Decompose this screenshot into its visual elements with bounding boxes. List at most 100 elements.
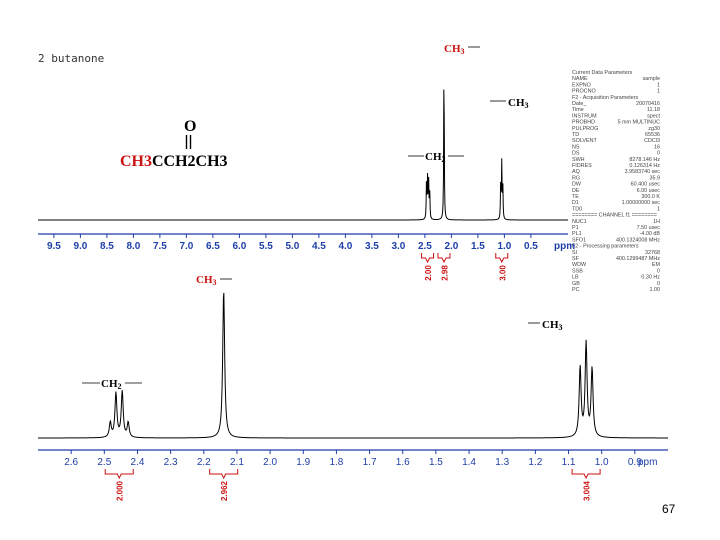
x-axis-unit: ppm (638, 457, 657, 468)
param-line: SI (572, 250, 577, 256)
peak-label: CH3 (508, 97, 529, 110)
param-line: PROCNO (572, 89, 596, 95)
x-tick-label: 1.2 (528, 457, 542, 468)
integral-bracket (104, 469, 134, 480)
param-line: LB (572, 275, 579, 281)
param-line: SFO1 (572, 237, 586, 243)
spectrum-full-peak-labels: CH3 CH3 CH2 (408, 43, 529, 164)
param-header: Current Data Parameters (572, 70, 633, 76)
param-line-value: 60.400 usec (631, 182, 661, 188)
param-line-value: sample (643, 76, 660, 82)
x-tick-label: 2.0 (263, 457, 277, 468)
param-line: PC (572, 287, 580, 293)
param-line-value: 16 (654, 144, 660, 150)
integral-value: 3.004 (583, 480, 592, 501)
param-line-value: 1 (657, 206, 660, 212)
param-line: EXPNO (572, 82, 591, 88)
x-tick-label: 5.0 (285, 241, 299, 252)
spectrum-full-integrals: 2.00 2.98 3.00 (421, 253, 509, 281)
molecule-formula: CH3CCH2CH3 (120, 153, 228, 170)
spectrum-full-trace (38, 89, 568, 221)
x-tick-label: 4.0 (338, 241, 352, 252)
param-line: P1 (572, 225, 579, 231)
integral-value: 3.00 (498, 265, 507, 281)
param-line-value: 65536 (645, 132, 660, 138)
x-tick-label: 9.0 (73, 241, 87, 252)
param-line-value: 1.00 (650, 287, 661, 293)
param-line: PULPROG (572, 126, 598, 132)
peak-label: CH3 (542, 319, 563, 332)
param-line-value: 32768 (645, 250, 660, 256)
param-line-value: 8278.146 Hz (629, 157, 660, 163)
param-line-value: 1.00000000 sec (622, 200, 661, 206)
spectrum-expansion: 2.6 2.5 2.4 2.3 2.2 2.1 2.0 1.9 1.8 1.7 1.6 1.5 1.4 1… (38, 274, 668, 501)
x-tick-label: 2.3 (164, 457, 178, 468)
peak-label: CH2 (425, 151, 446, 164)
param-line: GB (572, 281, 580, 287)
x-tick-label: 1.9 (296, 457, 310, 468)
x-tick-label: 2.5 (418, 241, 432, 252)
x-tick-label: 1.0 (595, 457, 609, 468)
param-line-value: 400.1299487 MHz (616, 256, 660, 262)
integral-value: 2.98 (440, 265, 449, 281)
param-line-value: 0 (657, 151, 660, 157)
x-tick-label: 1.6 (396, 457, 410, 468)
integral-bracket (495, 253, 509, 264)
x-tick-label: 0.5 (524, 241, 538, 252)
x-tick-label: 1.5 (429, 457, 443, 468)
spectrum-full: 9.5 9.0 8.5 8.0 7.5 7.0 6.5 6.0 5.5 5.0 4.5 4.0 3.5 3… (38, 43, 575, 281)
param-line-value: EM (652, 262, 661, 268)
param-line: DE (572, 188, 580, 194)
x-tick-label: 9.5 (47, 241, 61, 252)
param-line-value: 400.1324008 MHz (616, 237, 660, 243)
param-line-value: 35.9 (650, 175, 661, 181)
param-line: INSTRUM (572, 113, 597, 119)
x-tick-label: 7.0 (179, 241, 193, 252)
formula-methyl-ketone: CH3 (120, 153, 152, 170)
x-tick-label: 6.0 (232, 241, 246, 252)
param-line: TE (572, 194, 579, 200)
param-line: D1 (572, 200, 579, 206)
x-tick-label: 1.7 (363, 457, 377, 468)
param-line-value: CDCl3 (644, 138, 660, 144)
x-tick-label: 7.5 (153, 241, 167, 252)
param-line: SOLVENT (572, 138, 597, 144)
x-tick-label: 1.4 (462, 457, 476, 468)
param-line: PROBHD (572, 120, 595, 126)
x-tick-label: 3.5 (365, 241, 379, 252)
param-channel-header: ======== CHANNEL f1 ======== (572, 213, 657, 219)
param-processing-header: F2 - Processing parameters (572, 244, 639, 250)
param-line-value: 1 (657, 82, 660, 88)
param-line-value: 5 mm MULTINUC (618, 120, 661, 126)
param-line-value: 300.0 K (641, 194, 660, 200)
x-tick-label: 8.5 (100, 241, 114, 252)
param-line-value: spect (647, 113, 660, 119)
spectrum-expansion-trace (38, 292, 668, 439)
param-line: TD (572, 132, 579, 138)
carbonyl-oxygen: O (184, 118, 196, 135)
param-line-value: 11.18 (647, 107, 660, 113)
param-line-value: zg30 (648, 126, 660, 132)
x-tick-label: 2.5 (97, 457, 111, 468)
x-tick-label: 1.0 (497, 241, 511, 252)
param-line-value: 20070416 (636, 101, 660, 107)
param-line: Date_ (572, 101, 587, 107)
x-tick-label: 8.0 (126, 241, 140, 252)
x-axis-unit: ppm (554, 241, 575, 252)
integral-bracket (437, 253, 451, 264)
slide-number: 67 (662, 502, 676, 516)
param-line: AQ (572, 169, 580, 175)
x-tick-label: 4.5 (312, 241, 326, 252)
param-line-value: 3.9583740 sec (625, 169, 661, 175)
x-tick-label: 5.5 (259, 241, 273, 252)
formula-ethyl-part: CCH2CH3 (152, 153, 228, 170)
x-tick-label: 2.2 (197, 457, 211, 468)
param-line: TD0 (572, 206, 582, 212)
param-line: PL1 (572, 231, 582, 237)
param-line-value: 0 (657, 281, 660, 287)
param-line: SSB (572, 268, 583, 274)
param-line-value: 0 (657, 268, 660, 274)
figure-title: 2 butanone (38, 52, 104, 65)
param-line-value: 7.50 usec (637, 225, 661, 231)
